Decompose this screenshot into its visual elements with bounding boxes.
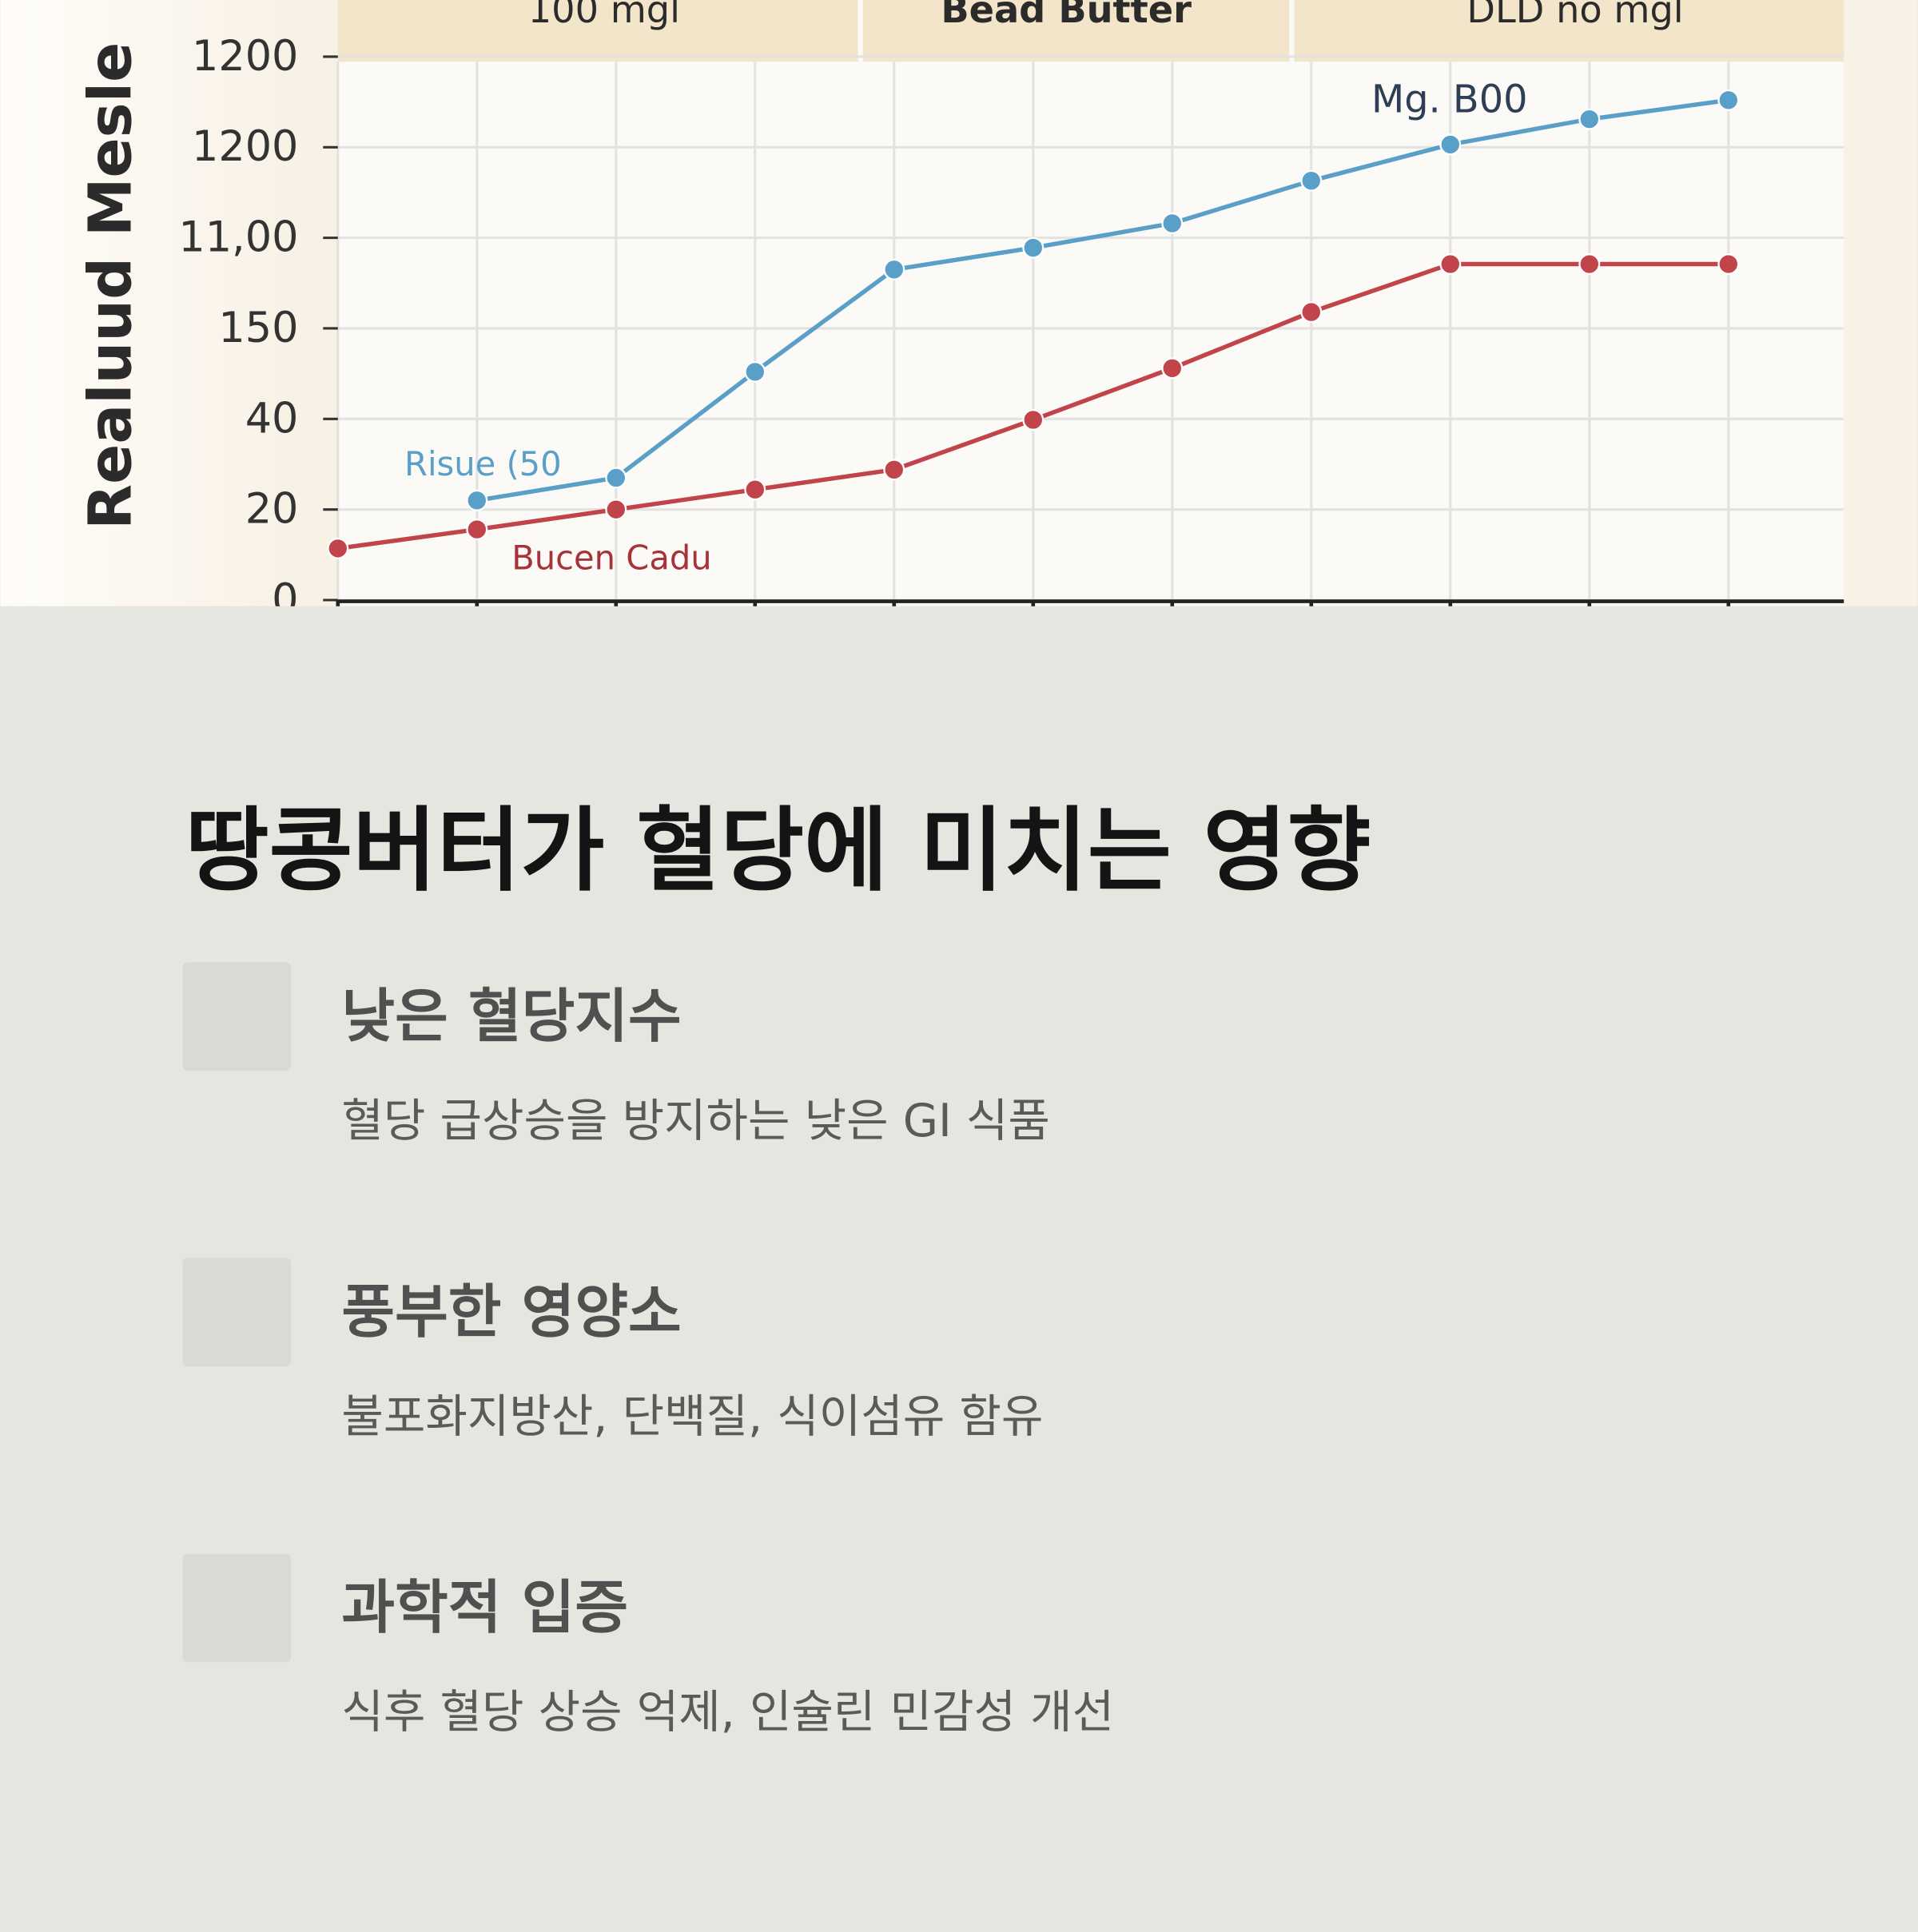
band-label: Bead Butter (941, 0, 1192, 31)
data-point (744, 360, 766, 383)
item-heading: 과학적 입증 (341, 1575, 628, 1642)
band-label: DLD no mgl (1466, 0, 1683, 31)
page-title: 땅콩버터가 혈당에 미치는 영향 (185, 797, 1371, 904)
band (1294, 0, 1844, 62)
data-point (1717, 253, 1740, 275)
y-tick-label: 11,00 (178, 213, 298, 262)
content-bg (0, 606, 1918, 1932)
y-tick-label: 0 (272, 575, 298, 624)
item-icon (182, 1258, 292, 1367)
series-label: Risue (50 (404, 444, 562, 483)
data-point (466, 519, 488, 541)
data-point (1439, 133, 1462, 156)
annotation: Mg. B00 (1371, 78, 1528, 121)
y-tick-label: 40 (245, 394, 299, 443)
data-point (883, 459, 905, 481)
item-text: 혈당 급상승을 방지하는 낮은 GI 식품 (341, 1095, 1049, 1147)
data-point (1022, 237, 1045, 259)
data-point (1161, 212, 1184, 234)
band (337, 0, 858, 62)
series-label: Bucen Cadu (511, 538, 711, 577)
y-tick-label: 20 (245, 485, 299, 534)
data-point (605, 467, 627, 489)
item-heading: 낮은 혈당지수 (341, 984, 681, 1051)
y-tick-label: 1200 (192, 32, 298, 81)
item-text: 식후 혈당 상승 억제, 인슐린 민감성 개선 (341, 1686, 1114, 1739)
data-point (466, 489, 488, 511)
item-icon (182, 1553, 292, 1663)
band (862, 0, 1290, 62)
data-point (1022, 408, 1045, 431)
chart-image: 100 mgl Bead Butter DLD no mgl Realuud M… (0, 0, 1918, 624)
data-point (1161, 357, 1184, 380)
item-icon (182, 962, 292, 1071)
data-point (883, 258, 905, 280)
plot-bg (337, 0, 1844, 606)
y-tick-label: 150 (218, 304, 298, 352)
data-point (1300, 301, 1323, 324)
data-point (1578, 108, 1601, 130)
data-point (1578, 253, 1601, 275)
item-text: 불포화지방산, 단백질, 식이섬유 함유 (341, 1390, 1043, 1443)
data-point (327, 537, 349, 559)
y-axis-title: Realuud Mesle (77, 42, 145, 530)
band-label: 100 mgl (528, 0, 680, 31)
data-point (605, 499, 627, 521)
y-tick-label: 1200 (192, 122, 298, 171)
data-point (1717, 89, 1740, 111)
data-point (1300, 169, 1323, 192)
data-point (1439, 253, 1462, 275)
item-heading: 풍부한 영양소 (341, 1279, 681, 1346)
series-line (476, 97, 1729, 503)
data-point (744, 479, 766, 501)
